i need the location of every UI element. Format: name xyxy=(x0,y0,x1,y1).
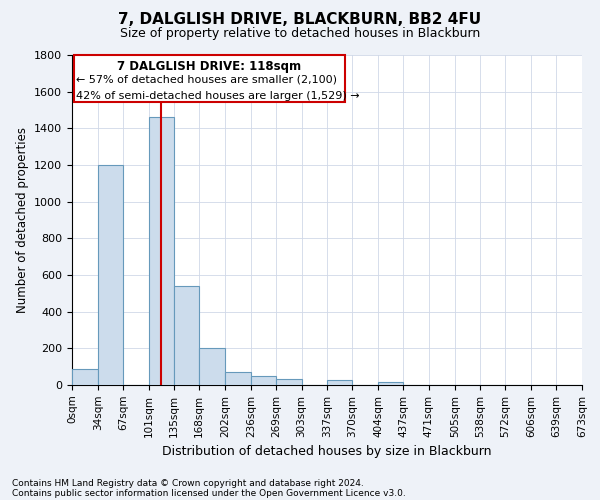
Bar xyxy=(175,286,199,385)
Bar xyxy=(276,378,302,385)
Bar xyxy=(378,382,403,385)
Text: Contains HM Land Registry data © Crown copyright and database right 2024.: Contains HM Land Registry data © Crown c… xyxy=(12,478,364,488)
Text: ← 57% of detached houses are smaller (2,100): ← 57% of detached houses are smaller (2,… xyxy=(76,75,337,85)
Bar xyxy=(328,380,352,385)
Text: 42% of semi-detached houses are larger (1,529) →: 42% of semi-detached houses are larger (… xyxy=(76,92,359,102)
Text: 7, DALGLISH DRIVE, BLACKBURN, BB2 4FU: 7, DALGLISH DRIVE, BLACKBURN, BB2 4FU xyxy=(118,12,482,28)
Text: Size of property relative to detached houses in Blackburn: Size of property relative to detached ho… xyxy=(120,28,480,40)
Text: Contains public sector information licensed under the Open Government Licence v3: Contains public sector information licen… xyxy=(12,488,406,498)
Bar xyxy=(98,165,123,385)
Bar xyxy=(251,376,276,385)
Bar xyxy=(72,368,98,385)
Bar xyxy=(225,372,251,385)
Text: 7 DALGLISH DRIVE: 118sqm: 7 DALGLISH DRIVE: 118sqm xyxy=(117,60,301,73)
Bar xyxy=(149,118,175,385)
Bar xyxy=(74,55,345,102)
X-axis label: Distribution of detached houses by size in Blackburn: Distribution of detached houses by size … xyxy=(162,445,492,458)
Y-axis label: Number of detached properties: Number of detached properties xyxy=(16,127,29,313)
Bar xyxy=(199,348,225,385)
